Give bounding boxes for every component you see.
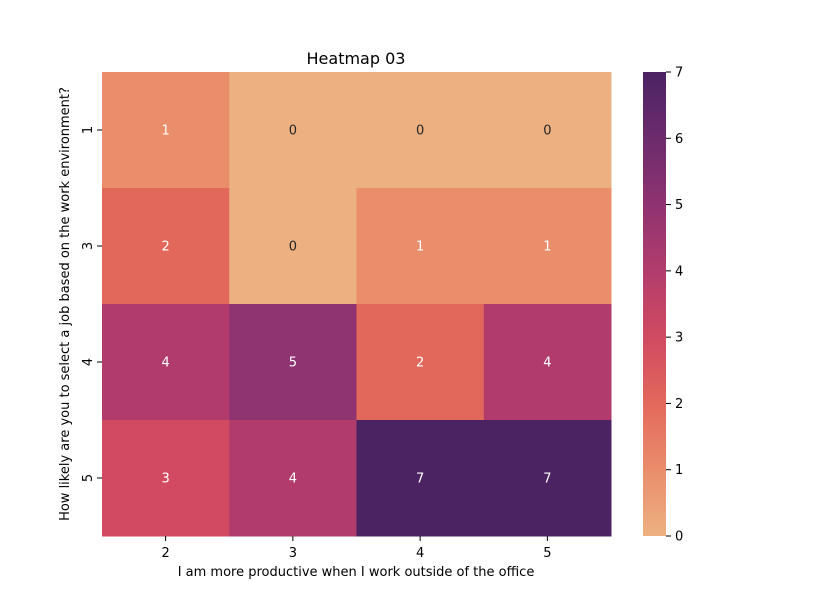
heatmap-cell [229,72,357,189]
heatmap-cell [483,420,612,537]
x-tick-label: 4 [416,546,424,561]
cell-value-label: 3 [161,472,169,487]
heatmap-cell [102,420,230,537]
y-tick-label: 4 [81,358,96,366]
heatmap-cell [356,72,485,189]
heatmap-cell [229,188,357,305]
cell-value-label: 0 [416,124,424,139]
cell-value-label: 7 [543,472,551,487]
chart-title: Heatmap 03 [307,49,406,68]
heatmap-cell [356,188,485,305]
cell-value-label: 4 [161,356,169,371]
heatmap-cell [483,188,612,305]
cell-value-label: 1 [543,240,551,255]
heatmap-cell-labels: 1 0 0 0 2 0 1 1 4 5 2 4 3 4 7 7 [161,124,551,487]
cell-value-label: 1 [161,124,169,139]
y-tick-label: 3 [81,242,96,250]
y-tick-label: 1 [81,126,96,134]
heatmap-cell [102,304,230,421]
heatmap-cell [483,304,612,421]
x-tick-label: 3 [289,546,297,561]
cell-value-label: 2 [161,240,169,255]
x-tick-label: 5 [543,546,551,561]
heatmap-cells [102,72,612,537]
heatmap-cell [229,420,357,537]
heatmap-cell [356,304,485,421]
y-axis-ticks: 1 3 4 5 [81,126,102,482]
y-tick-label: 5 [81,474,96,482]
cell-value-label: 7 [416,472,424,487]
cell-value-label: 1 [416,240,424,255]
colorbar-tick-label: 6 [675,132,683,147]
heatmap-cell [229,304,357,421]
colorbar [643,72,666,536]
colorbar-tick-label: 1 [675,463,683,478]
colorbar-tick-label: 2 [675,397,683,412]
heatmap-cell [483,72,612,189]
x-axis-label: I am more productive when I work outside… [178,565,535,580]
cell-value-label: 4 [543,356,551,371]
cell-value-label: 4 [289,472,297,487]
heatmap-cell [356,420,485,537]
colorbar-tick-label: 5 [675,198,683,213]
heatmap-cell [102,188,230,305]
cell-value-label: 0 [289,124,297,139]
colorbar-tick-label: 0 [675,530,683,545]
colorbar-tick-label: 4 [675,264,683,279]
y-axis-label: How likely are you to select a job based… [58,87,73,521]
cell-value-label: 5 [289,356,297,371]
colorbar-ticks: 0 1 2 3 4 5 6 7 [666,66,683,545]
x-tick-label: 2 [161,546,169,561]
colorbar-tick-label: 3 [675,331,683,346]
x-axis-ticks: 2 3 4 5 [161,536,552,561]
colorbar-tick-label: 7 [675,66,683,81]
cell-value-label: 0 [289,240,297,255]
cell-value-label: 2 [416,356,424,371]
cell-value-label: 0 [543,124,551,139]
heatmap-cell [102,72,230,189]
